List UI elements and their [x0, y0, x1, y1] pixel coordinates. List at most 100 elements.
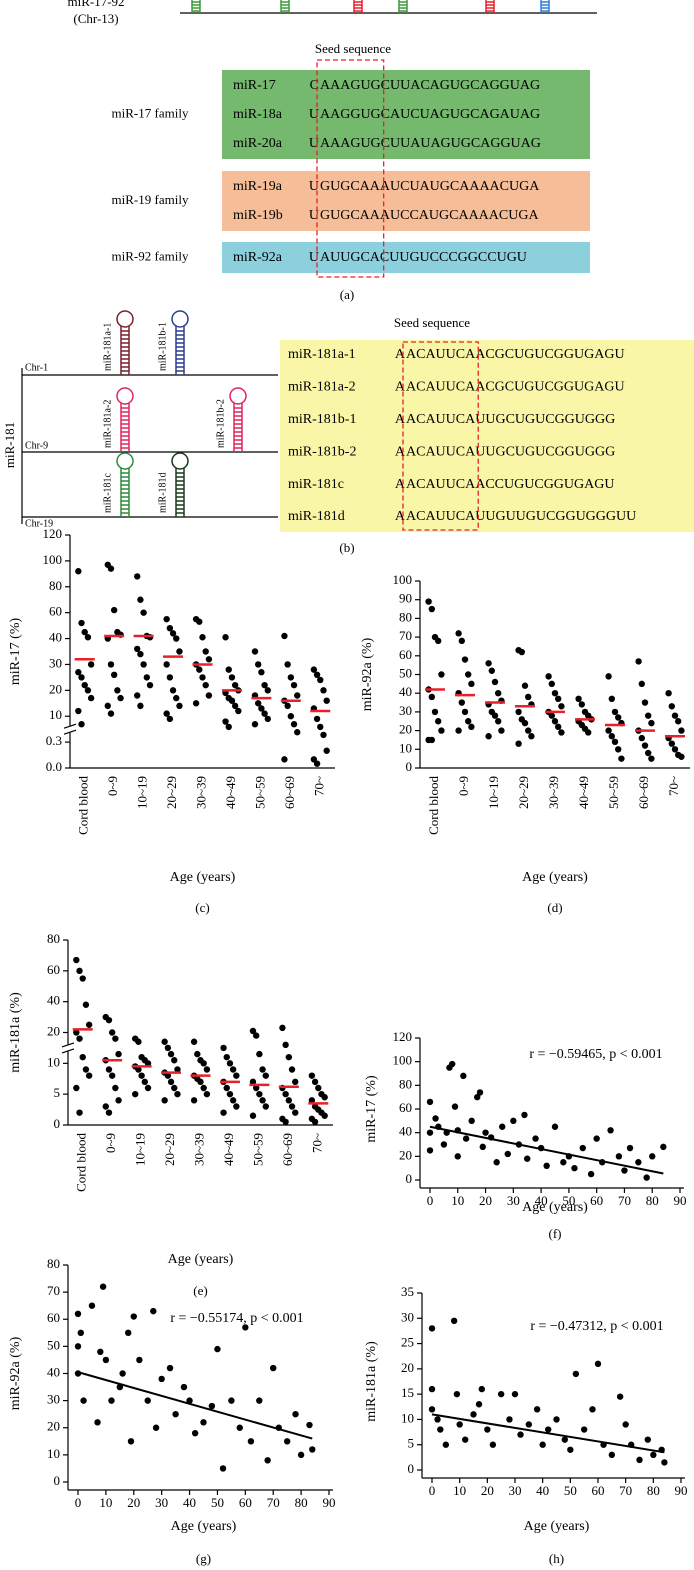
data-point — [199, 674, 206, 681]
hairpin-loop — [229, 387, 247, 405]
data-point — [220, 1109, 227, 1116]
data-point — [450, 1317, 458, 1325]
data-point — [143, 674, 151, 681]
data-point — [73, 956, 80, 964]
data-point — [261, 710, 268, 717]
x-tick-label: 90 — [674, 1193, 687, 1208]
data-point — [258, 669, 265, 676]
data-point — [641, 699, 649, 706]
data-point — [593, 1135, 600, 1142]
data-point — [252, 1032, 260, 1039]
x-tick-label: 20 — [127, 1495, 140, 1510]
data-point — [225, 666, 232, 673]
data-point — [171, 1057, 178, 1064]
seq-post: ACCUGUCGGUGAGU — [475, 477, 614, 492]
x-tick-label: 30~39 — [193, 776, 208, 809]
seq-pre: A — [395, 380, 406, 395]
y-tick-label: 0 — [54, 1473, 61, 1488]
seed-title: Seed sequence — [315, 41, 391, 56]
data-point — [226, 1090, 234, 1098]
y-tick-label: 0 — [406, 1171, 413, 1186]
data-point — [635, 658, 642, 665]
panel-label: (c) — [195, 900, 209, 915]
data-point — [104, 702, 111, 710]
data-point — [137, 596, 144, 603]
data-point — [442, 1441, 450, 1448]
y-tick-label: 10 — [47, 1054, 60, 1069]
hairpin-label: miR-181a-1 — [102, 323, 113, 371]
data-point — [102, 1356, 110, 1364]
data-point — [497, 1390, 505, 1398]
seq-post: CUUAUAGUGCAGGUAG — [381, 136, 541, 151]
data-point — [186, 1397, 193, 1404]
x-tick-label: 80 — [295, 1495, 308, 1510]
data-point — [281, 632, 288, 640]
data-point — [638, 734, 645, 742]
axis-break-gap — [62, 1044, 74, 1051]
data-point — [262, 1072, 269, 1079]
data-point — [608, 695, 615, 703]
data-point — [173, 694, 180, 702]
data-point — [229, 1066, 237, 1073]
data-point — [320, 687, 327, 694]
data-point — [284, 661, 291, 668]
data-point — [200, 1084, 207, 1092]
data-point — [134, 645, 141, 653]
data-point — [226, 1060, 234, 1067]
trend-line — [431, 1413, 665, 1454]
data-point — [428, 605, 435, 613]
x-tick-label: 90 — [675, 1483, 688, 1498]
data-point — [515, 708, 522, 716]
x-tick-label: 50~59 — [250, 1133, 265, 1166]
data-point — [649, 1153, 656, 1160]
panel-label: (b) — [339, 540, 354, 555]
data-point — [197, 1078, 204, 1086]
data-point — [254, 700, 262, 707]
annotation: r = −0.59465, p < 0.001 — [529, 1047, 662, 1062]
data-point — [288, 1103, 296, 1110]
seq-post: CAUCUAGUGCAGAUAG — [381, 107, 540, 122]
data-point — [504, 1150, 511, 1158]
data-point — [137, 650, 144, 658]
hairpin — [171, 452, 189, 517]
data-point — [290, 721, 298, 728]
data-point — [622, 1421, 629, 1428]
data-point — [108, 1397, 115, 1404]
data-point — [458, 699, 465, 706]
data-point — [258, 705, 265, 712]
data-point — [264, 1457, 271, 1464]
data-point — [203, 1090, 211, 1098]
data-point — [317, 676, 324, 684]
data-point — [78, 721, 85, 728]
data-point — [174, 1066, 181, 1073]
data-point — [247, 1438, 255, 1445]
data-point — [491, 678, 499, 686]
x-tick-label: 30 — [509, 1483, 522, 1498]
y-tick-label: 30 — [47, 1392, 60, 1407]
data-point — [256, 1050, 263, 1058]
x-tick-label: 10~19 — [486, 776, 501, 809]
data-point — [462, 1135, 470, 1142]
data-point — [76, 967, 83, 975]
data-point — [313, 671, 321, 678]
data-point — [485, 733, 492, 740]
data-point — [251, 648, 259, 655]
data-point — [251, 721, 259, 728]
data-point — [521, 719, 529, 727]
data-point — [191, 1429, 199, 1437]
seed: AUUGCA — [320, 250, 381, 265]
data-point — [551, 690, 559, 697]
x-tick-label: 0 — [429, 1483, 436, 1498]
y-tick-label: 70 — [47, 1283, 60, 1298]
family-box — [222, 70, 590, 159]
seed: AAAGUG — [320, 136, 381, 151]
y-tick-label: 10 — [49, 707, 62, 722]
data-point — [196, 666, 203, 673]
trend-line — [429, 1125, 664, 1175]
data-point — [511, 1390, 519, 1398]
data-point — [548, 712, 555, 719]
data-point — [205, 656, 213, 663]
data-point — [558, 703, 565, 710]
seq-post: CUUGUCCCGGCCUGU — [380, 250, 527, 265]
hairpin-label: miR-181a-2 — [102, 400, 113, 448]
